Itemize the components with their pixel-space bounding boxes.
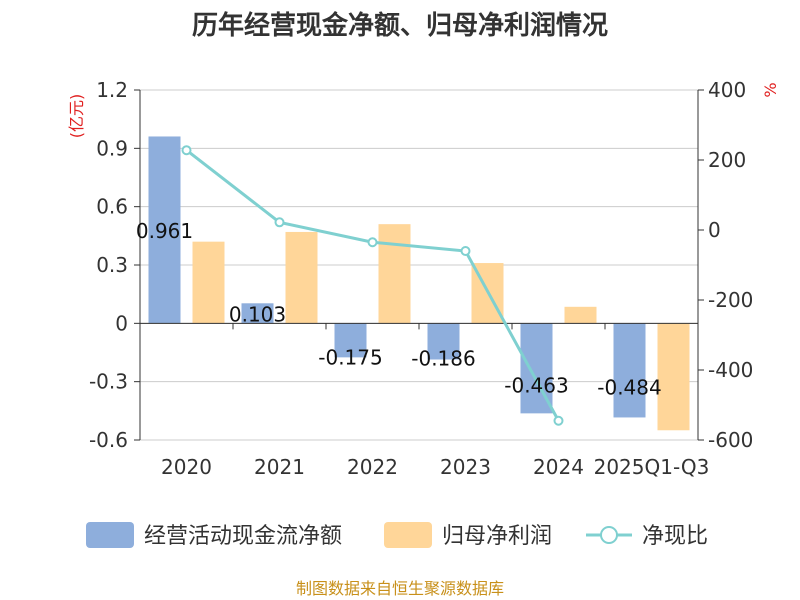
- legend-item: 归母净利润: [384, 522, 552, 549]
- category-label: 2021: [254, 455, 305, 479]
- legend-label: 经营活动现金流净额: [144, 524, 342, 549]
- right-tick-label: 0: [708, 218, 721, 242]
- line-point: [553, 415, 564, 426]
- line-point: [460, 246, 471, 256]
- category-label: 2020: [161, 455, 212, 479]
- category-label: 2023: [440, 455, 491, 479]
- legend-label: 净现比: [642, 524, 708, 549]
- bar-netprofit: [192, 241, 225, 324]
- right-tick-label: 200: [708, 148, 746, 172]
- legend-marker: [600, 526, 618, 544]
- right-tick-label: -200: [708, 288, 753, 312]
- left-tick-label: -0.3: [89, 370, 128, 394]
- left-tick-label: 0.6: [96, 195, 128, 219]
- data-label: -0.463: [504, 373, 568, 397]
- bar-netprofit: [285, 231, 318, 324]
- bar-netprofit: [564, 306, 597, 324]
- data-label: 0.103: [229, 302, 286, 326]
- left-tick-label: 0: [115, 311, 128, 335]
- left-tick-label: 0.9: [96, 136, 128, 160]
- bar-netprofit: [378, 224, 411, 324]
- bar-cashflow: [241, 303, 274, 324]
- bar-cashflow: [427, 323, 460, 360]
- legend-label: 归母净利润: [442, 524, 552, 549]
- right-tick-label: -400: [708, 358, 753, 382]
- line-point: [181, 145, 192, 156]
- left-tick-label: -0.6: [89, 428, 128, 452]
- data-label: 0.961: [136, 219, 193, 243]
- legend-swatch: [86, 522, 134, 548]
- data-label: -0.175: [318, 345, 382, 369]
- bar-cashflow: [613, 323, 646, 418]
- left-tick-label: 0.3: [96, 253, 128, 277]
- data-label: -0.186: [411, 346, 475, 370]
- legend-item: 净现比: [586, 524, 708, 549]
- right-tick-label: -600: [708, 428, 753, 452]
- right-axis-unit: %: [761, 82, 780, 97]
- right-tick-label: 400: [708, 78, 746, 102]
- left-tick-label: 1.2: [96, 78, 128, 102]
- bar-netprofit: [657, 323, 690, 431]
- chart-title: 历年经营现金净额、归母净利润情况: [192, 10, 608, 41]
- line-point: [367, 237, 378, 248]
- left-axis-unit: (亿元): [67, 94, 86, 139]
- bar-cashflow: [334, 323, 367, 358]
- line-point: [274, 217, 285, 228]
- legend-swatch: [384, 522, 432, 548]
- data-label: -0.484: [597, 375, 661, 399]
- legend-item: 经营活动现金流净额: [86, 522, 342, 549]
- bar-cashflow: [148, 136, 181, 324]
- category-label: 2024: [533, 455, 584, 479]
- category-label: 2025Q1-Q3: [594, 455, 710, 479]
- source-note: 制图数据来自恒生聚源数据库: [296, 579, 504, 598]
- category-label: 2022: [347, 455, 398, 479]
